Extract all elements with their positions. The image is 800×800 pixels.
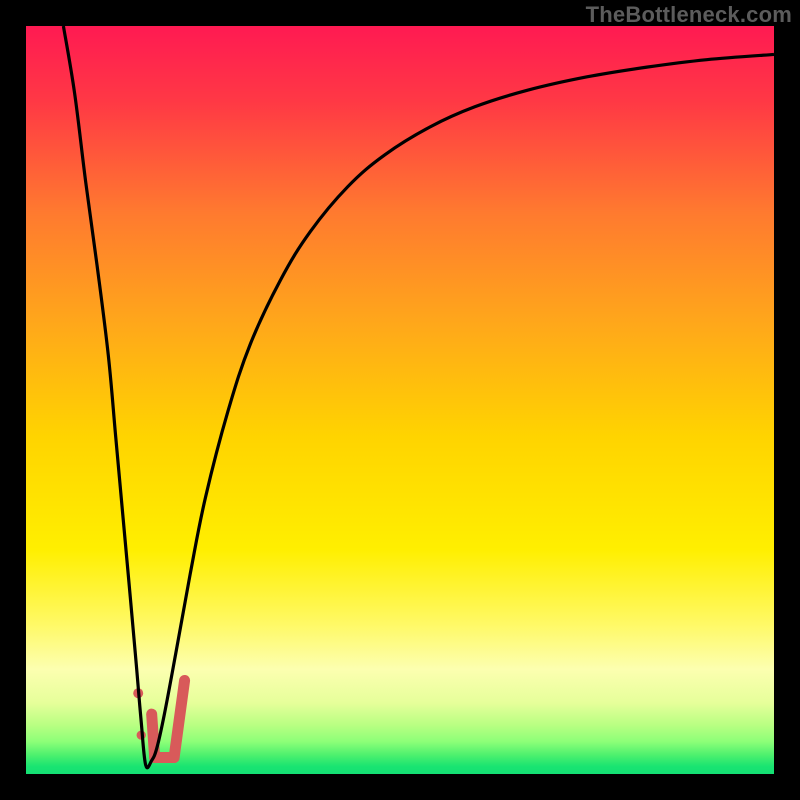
chart-stage: TheBottleneck.com: [0, 0, 800, 800]
watermark-text: TheBottleneck.com: [586, 2, 792, 28]
marker-segment: [152, 714, 155, 757]
gradient-background: [26, 26, 774, 774]
chart-svg: [0, 0, 800, 800]
